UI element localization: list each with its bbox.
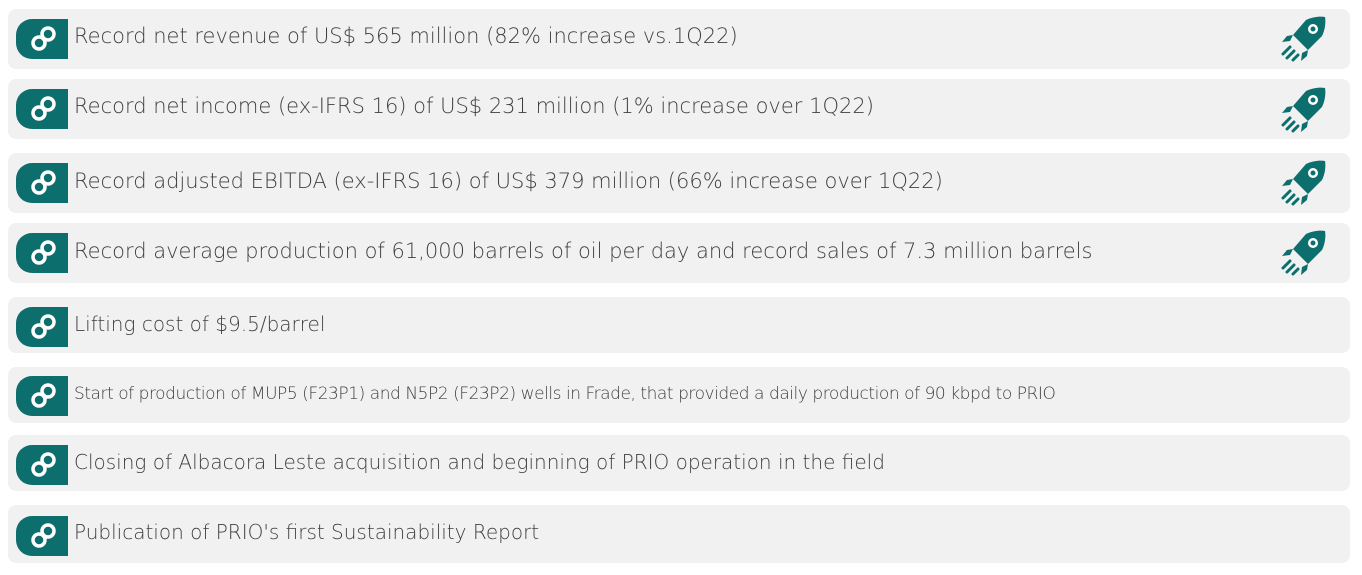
highlight-text: Record net revenue of US$ 565 million (8… xyxy=(74,24,738,48)
link-bullet-icon xyxy=(16,445,68,485)
link-bullet-icon xyxy=(16,19,68,59)
rocket-icon xyxy=(1278,228,1328,278)
highlight-text: Publication of PRIO's first Sustainabili… xyxy=(74,520,540,544)
highlight-row: Lifting cost of $9.5/barrel xyxy=(8,297,1350,353)
highlight-text: Record net income (ex-IFRS 16) of US$ 23… xyxy=(74,94,874,118)
highlight-text: Record adjusted EBITDA (ex-IFRS 16) of U… xyxy=(74,169,943,193)
highlight-text: Record average production of 61,000 barr… xyxy=(74,239,1093,263)
highlight-text: Closing of Albacora Leste acquisition an… xyxy=(74,450,885,474)
rocket-icon xyxy=(1278,85,1328,135)
highlight-row: Closing of Albacora Leste acquisition an… xyxy=(8,435,1350,491)
link-bullet-icon xyxy=(16,163,68,203)
link-bullet-icon xyxy=(16,233,68,273)
highlight-text: Start of production of MUP5 (F23P1) and … xyxy=(74,384,1056,404)
link-bullet-icon xyxy=(16,516,68,556)
link-bullet-icon xyxy=(16,307,68,347)
highlight-text: Lifting cost of $9.5/barrel xyxy=(74,312,326,336)
highlight-row: Record net revenue of US$ 565 million (8… xyxy=(8,9,1350,69)
link-bullet-icon xyxy=(16,376,68,416)
highlight-row: Record adjusted EBITDA (ex-IFRS 16) of U… xyxy=(8,153,1350,213)
link-bullet-icon xyxy=(16,89,68,129)
rocket-icon xyxy=(1278,158,1328,208)
highlight-row: Publication of PRIO's first Sustainabili… xyxy=(8,505,1350,563)
highlight-row: Record net income (ex-IFRS 16) of US$ 23… xyxy=(8,79,1350,139)
highlight-row: Record average production of 61,000 barr… xyxy=(8,223,1350,283)
rocket-icon xyxy=(1278,14,1328,64)
highlight-row: Start of production of MUP5 (F23P1) and … xyxy=(8,367,1350,423)
